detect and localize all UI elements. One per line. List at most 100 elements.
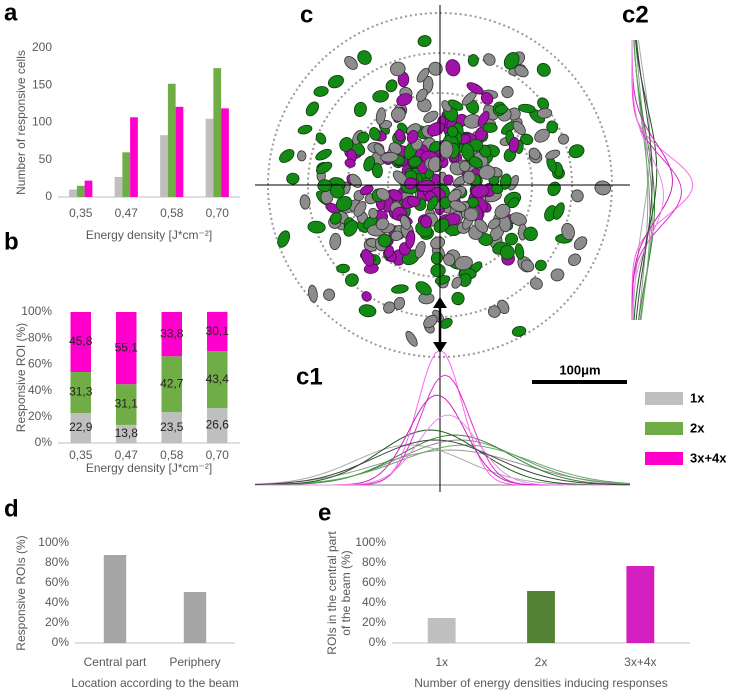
roi bbox=[547, 181, 561, 197]
bar bbox=[205, 118, 214, 197]
y-axis-title: Responsive ROI (%) bbox=[14, 323, 28, 432]
roi bbox=[443, 253, 456, 267]
bar bbox=[69, 189, 77, 197]
roi bbox=[394, 129, 406, 142]
roi bbox=[297, 124, 313, 135]
roi bbox=[423, 314, 438, 329]
roi bbox=[491, 183, 504, 195]
y-tick-label: 0% bbox=[369, 635, 387, 649]
roi bbox=[514, 243, 525, 260]
roi bbox=[482, 122, 498, 133]
profile-curve bbox=[254, 434, 631, 486]
roi bbox=[474, 218, 489, 234]
roi bbox=[286, 172, 300, 185]
bar bbox=[527, 591, 555, 643]
y-axis-title: Number of responsive cells bbox=[14, 50, 28, 195]
roi bbox=[329, 232, 342, 251]
roi bbox=[439, 140, 454, 159]
roi bbox=[546, 120, 559, 134]
roi bbox=[371, 162, 383, 179]
roi bbox=[509, 212, 527, 227]
roi bbox=[356, 131, 370, 144]
roi bbox=[414, 240, 426, 259]
roi bbox=[504, 232, 519, 246]
x-tick-label: 0,70 bbox=[206, 448, 230, 462]
scale-bar-label: 100μm bbox=[559, 362, 600, 377]
roi bbox=[568, 144, 585, 159]
roi bbox=[454, 255, 473, 271]
value-label: 45,8 bbox=[69, 334, 93, 348]
x-tick-label: 2x bbox=[535, 655, 548, 669]
x-tick-label: 0,35 bbox=[69, 206, 93, 220]
roi bbox=[415, 281, 432, 296]
roi bbox=[396, 93, 413, 107]
roi bbox=[353, 201, 367, 217]
x-tick-label: 1x bbox=[435, 655, 448, 669]
x-tick-label: 0,58 bbox=[160, 448, 184, 462]
x-axis-title: Energy density [J*cm⁻²] bbox=[86, 461, 212, 475]
roi bbox=[353, 101, 367, 117]
y-axis-title: Responsive ROIs (%) bbox=[14, 535, 28, 650]
roi bbox=[305, 101, 319, 117]
bar bbox=[122, 152, 131, 197]
panel-label: c bbox=[300, 1, 313, 28]
profile-curve bbox=[254, 429, 631, 486]
legend-label: 3x+4x bbox=[690, 450, 727, 465]
x-tick-label: Periphery bbox=[169, 655, 220, 669]
roi bbox=[279, 149, 295, 163]
y-axis-title: of the beam (%) bbox=[339, 550, 353, 635]
roi bbox=[561, 222, 575, 241]
y-tick-label: 40% bbox=[362, 595, 386, 609]
y-tick-label: 80% bbox=[28, 330, 52, 344]
roi bbox=[360, 248, 375, 267]
roi bbox=[390, 61, 406, 77]
roi bbox=[487, 305, 501, 318]
roi bbox=[518, 103, 536, 113]
roi bbox=[357, 50, 372, 65]
y-tick-label: 20% bbox=[28, 409, 52, 423]
profile-curve bbox=[631, 39, 664, 321]
roi bbox=[323, 288, 336, 301]
bar-segment bbox=[116, 424, 137, 443]
roi bbox=[420, 215, 433, 229]
roi bbox=[348, 173, 362, 188]
roi bbox=[545, 149, 561, 160]
roi bbox=[501, 85, 514, 99]
roi bbox=[451, 291, 465, 306]
roi bbox=[315, 132, 327, 145]
roi bbox=[345, 273, 359, 287]
roi bbox=[499, 244, 515, 260]
roi bbox=[558, 133, 570, 145]
roi bbox=[383, 301, 396, 314]
y-tick-label: 100% bbox=[21, 304, 52, 318]
x-tick-label: 0,58 bbox=[160, 206, 184, 220]
roi bbox=[463, 207, 479, 222]
roi bbox=[400, 215, 411, 230]
bar-segment bbox=[116, 312, 137, 385]
y-tick-label: 60% bbox=[45, 575, 69, 589]
value-label: 23,5 bbox=[160, 420, 184, 434]
roi bbox=[447, 125, 459, 138]
value-label: 13,8 bbox=[115, 426, 139, 440]
roi bbox=[315, 148, 332, 161]
roi bbox=[277, 230, 291, 248]
roi bbox=[417, 35, 432, 47]
roi bbox=[508, 136, 520, 153]
y-tick-label: 200 bbox=[32, 40, 52, 54]
y-tick-label: 20% bbox=[362, 615, 386, 629]
value-label: 33,8 bbox=[160, 326, 184, 340]
roi bbox=[390, 230, 403, 242]
y-tick-label: 40% bbox=[28, 383, 52, 397]
profile-curve bbox=[254, 444, 631, 486]
bar-segment bbox=[116, 384, 137, 425]
bar bbox=[76, 185, 85, 197]
roi bbox=[361, 291, 372, 302]
legend-swatch bbox=[645, 422, 683, 435]
y-tick-label: 0% bbox=[35, 435, 53, 449]
roi bbox=[447, 189, 462, 203]
bar bbox=[160, 135, 168, 197]
x-axis-title: Location according to the beam bbox=[71, 676, 238, 690]
roi bbox=[375, 107, 386, 125]
roi bbox=[426, 195, 439, 211]
y-tick-label: 50 bbox=[39, 152, 53, 166]
